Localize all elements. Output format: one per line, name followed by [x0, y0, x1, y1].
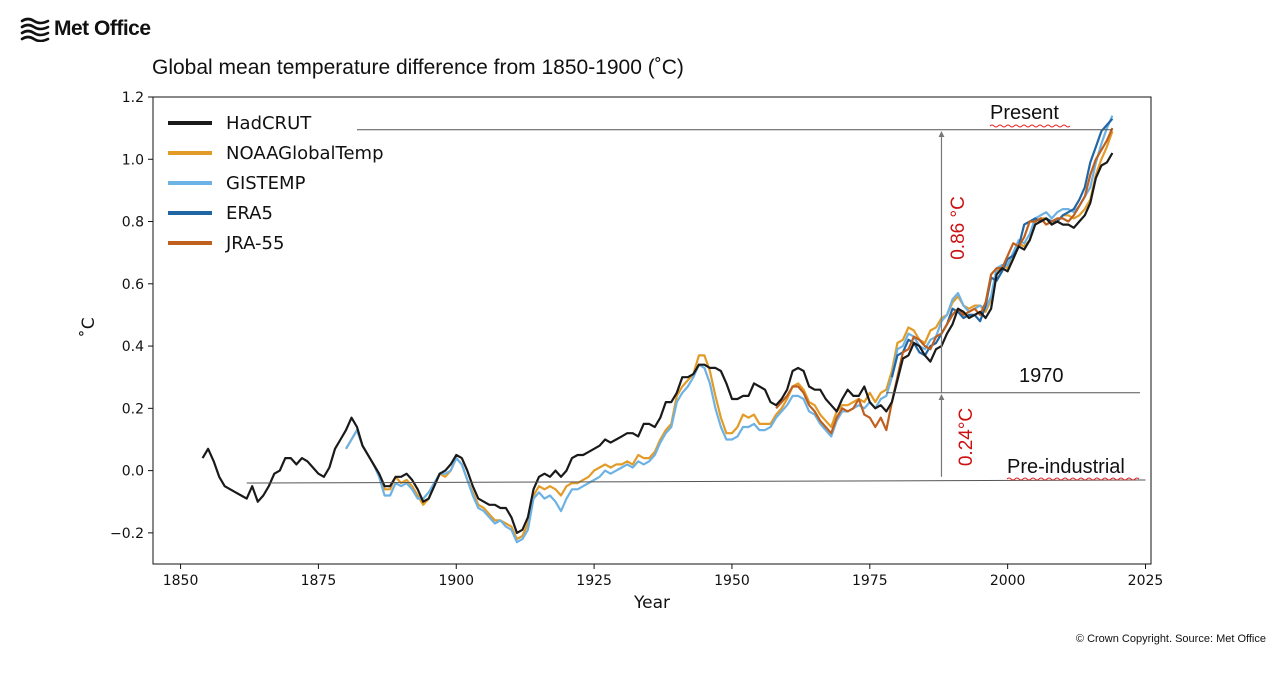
legend: HadCRUT NOAAGlobalTemp GISTEMP ERA5 JRA-55 [168, 113, 384, 254]
legend-label-jra-55: JRA-55 [225, 233, 284, 254]
plot-frame [152, 96, 1152, 565]
x-tick-label: 2025 [1128, 573, 1164, 589]
difference-label-lower: 0.24°C [956, 408, 977, 466]
x-tick-label: 1950 [714, 573, 750, 589]
series-line-jra-55 [775, 127, 1114, 435]
met-office-waves-icon [20, 17, 50, 42]
x-tick-label: 1975 [852, 573, 888, 589]
reference-label-1970: 1970 [1019, 365, 1064, 387]
chart-title: Global mean temperature difference from … [152, 56, 684, 79]
reference-label-present: Present [990, 102, 1059, 124]
series-lines-group [201, 115, 1114, 544]
y-tick-label: 0.4 [122, 339, 144, 355]
spellcheck-underline-pre-industrial [1006, 477, 1140, 481]
reference-lines-group [246, 129, 1146, 484]
y-tick-label: 0.8 [122, 215, 144, 231]
spellcheck-underline-present [989, 124, 1071, 128]
legend-label-era5: ERA5 [226, 203, 273, 224]
x-tick-label: 2000 [990, 573, 1026, 589]
x-tick-label: 1900 [438, 573, 474, 589]
y-tick-label: 0.6 [122, 277, 144, 293]
axes-group: 1850 1875 1900 1925 1950 1975 2000 2025 −0.2 0.0 0… [78, 90, 1163, 613]
x-tick-label: 1850 [163, 573, 199, 589]
reference-line-2 [246, 479, 1146, 484]
reference-label-pre-industrial: Pre-industrial [1007, 456, 1125, 478]
series-line-gistemp [345, 115, 1114, 544]
difference-label-upper: 0.86 °C [948, 196, 969, 260]
legend-label-noaaglobaltemp: NOAAGlobalTemp [226, 143, 384, 164]
y-tick-label: −0.2 [110, 526, 144, 542]
legend-label-hadcrut: HadCRUT [226, 113, 312, 134]
y-axis-label: ˚C [78, 317, 99, 337]
y-tick-label: 0.0 [122, 464, 144, 480]
met-office-logo: Met Office [20, 14, 151, 44]
y-tick-label: 0.2 [122, 401, 144, 417]
y-tick-label: 1.2 [122, 90, 144, 106]
series-line-noaaglobaltemp [345, 130, 1114, 541]
x-axis-label: Year [633, 593, 670, 613]
series-line-hadcrut [201, 152, 1114, 535]
y-tick-label: 1.0 [122, 152, 144, 168]
copyright-notice: © Crown Copyright. Source: Met Office [1075, 633, 1266, 645]
annotations-group: 0.86 °C 0.24°C Present 1970 Pre-industrial [938, 102, 1140, 481]
x-tick-label: 1925 [576, 573, 612, 589]
series-line-era5 [890, 118, 1114, 378]
logo-text: Met Office [54, 17, 151, 40]
x-tick-label: 1875 [301, 573, 337, 589]
legend-label-gistemp: GISTEMP [226, 173, 306, 194]
